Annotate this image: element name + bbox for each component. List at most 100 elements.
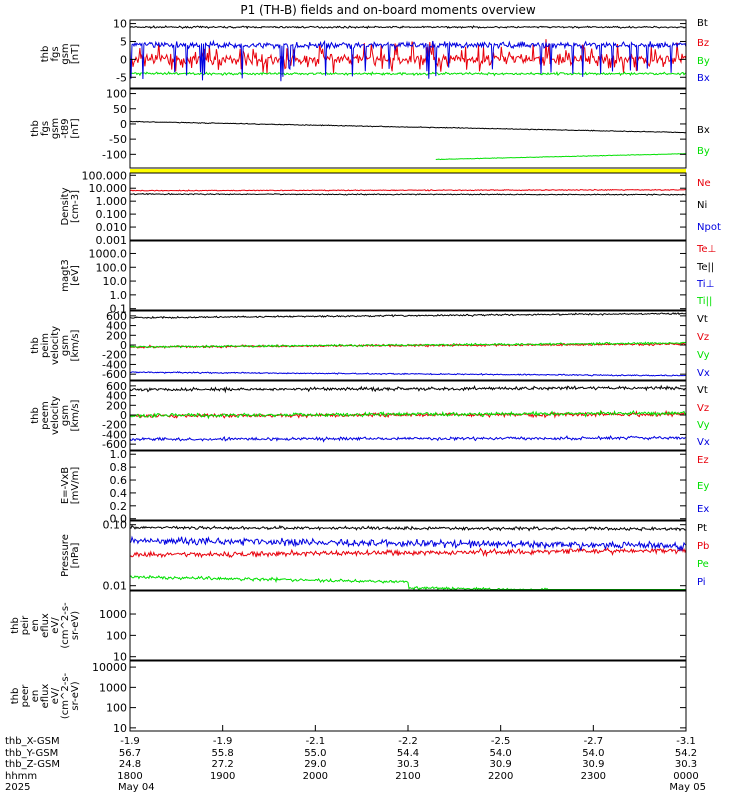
xtick-label: 54.0 [582, 748, 604, 759]
panel-frame [129, 240, 687, 311]
xaxis-row-label: 2025 [5, 782, 30, 793]
ytick-label: 1.0 [110, 448, 128, 461]
xtick-label: 27.2 [212, 759, 234, 770]
ylabel-line: -t89 [60, 118, 71, 138]
legend-Vt: Vt [697, 314, 708, 325]
legend-Pt: Pt [697, 523, 707, 534]
panel-peir: 1000 100 10 thbpeirenefluxeV/(cm^2-s-sr-eV) [10, 590, 687, 664]
ytick-label: 100.0 [96, 261, 128, 274]
legend-Vy: Vy [697, 350, 710, 361]
ylabel-line: velocity [50, 326, 61, 365]
ylabel-line: [nT] [70, 44, 81, 64]
ytick-label: 1000 [99, 608, 127, 621]
legend-Vx: Vx [697, 368, 710, 379]
ylabel-line: peem [40, 401, 51, 429]
ylabel: thbfgsgsm[nT] [40, 43, 81, 64]
ytick-label: 200 [106, 329, 127, 342]
panel-frame [129, 172, 687, 241]
series-line-peem-Vt [129, 384, 687, 394]
ylabel-line: gsm [60, 43, 71, 64]
xtick-label: 24.8 [119, 759, 141, 770]
series-line-pressure-Pb [129, 547, 687, 559]
legend-Vx: Vx [697, 437, 710, 448]
ytick-label: 1000 [99, 681, 127, 694]
panel-frame [129, 88, 687, 169]
legend-By: By [697, 56, 710, 67]
legend-Pi: Pi [697, 577, 706, 588]
panel-fgs_t89: 100 50 0 -50 -100 thbfgsgsm-t89[nT] Bx By [30, 88, 710, 173]
ytick-label: 0.2 [110, 500, 128, 513]
xtick-label: 2200 [488, 771, 513, 782]
ylabel-line: [km/s] [70, 329, 81, 361]
xtick-label: 30.3 [675, 759, 697, 770]
ytick-label: 50 [113, 103, 127, 116]
ytick-label: 0.6 [110, 474, 128, 487]
panel-peer: 10000 1000 100 10 thbpeerenefluxeV/(cm^2-s-s… [10, 660, 687, 735]
xtick-label: May 04 [118, 782, 155, 793]
ytick-label: -600 [102, 438, 127, 451]
xtick-label: -3.1 [676, 736, 696, 747]
panel-pressure: 0.10 0.01 Pressure[nPa] Pt Pb Pe Pi [60, 519, 709, 593]
ylabel-line: thb [30, 120, 41, 137]
ytick-label: 10000 [92, 661, 127, 674]
ytick-label: 0.010 [96, 221, 128, 234]
series-line-density-Ni [129, 192, 687, 196]
ytick-label: 100 [106, 88, 127, 101]
ytick-label: 200 [106, 399, 127, 412]
series-line-fgs-Bt [129, 25, 686, 30]
ytick-label: 600 [106, 310, 127, 323]
xtick-label: 55.0 [304, 748, 326, 759]
xtick-label: 54.2 [675, 748, 697, 759]
ylabel: Pressure[nPa] [60, 534, 81, 577]
legend-Ni: Ni [697, 200, 707, 211]
ylabel-line: thb [30, 407, 41, 424]
ytick-label: 10 [113, 651, 127, 664]
ytick-label: 100 [106, 629, 127, 642]
data-quality-bar [130, 169, 686, 173]
xtick-label: 54.4 [397, 748, 419, 759]
ytick-label: 1.0 [110, 289, 128, 302]
ytick-label: 10.000 [89, 182, 128, 195]
ytick-label: -50 [109, 133, 127, 146]
ylabel-line: sr-eV) [70, 681, 81, 710]
ytick-label: 10.0 [103, 275, 128, 288]
legend-Vz: Vz [697, 332, 709, 343]
legend-Bt: Bt [697, 18, 708, 29]
ylabel: thbpeerenefluxeV/(cm^2-s-sr-eV) [10, 672, 81, 719]
xtick-label: 1900 [210, 771, 235, 782]
ytick-label: -400 [102, 358, 127, 371]
legend-Bx: Bx [697, 73, 710, 84]
legend-Ex: Ex [697, 504, 709, 515]
legend-Te⊥: Te⊥ [696, 244, 716, 255]
xtick-label: 2100 [395, 771, 420, 782]
ylabel: thbfgsgsm-t89[nT] [30, 118, 81, 139]
ylabel-line: en [30, 619, 41, 632]
panel-frame [129, 520, 687, 591]
xtick-label: -2.1 [306, 736, 326, 747]
panel-fgs: 10 5 0 -5 thbfgsgsm[nT] Bt Bz By Bx [40, 18, 710, 89]
series-line-pressure-Pi [129, 535, 687, 552]
legend-Ey: Ey [697, 481, 709, 492]
ylabel-line: eflux [40, 684, 51, 709]
ylabel-line: eV/ [50, 617, 61, 634]
ylabel-line: gsm [60, 335, 71, 356]
ytick-label: 0.8 [110, 461, 128, 474]
legend-Ez: Ez [697, 455, 709, 466]
ylabel-line: peim [40, 333, 51, 358]
ytick-label: 0 [120, 339, 127, 352]
series-line-peim-Vy [129, 341, 687, 349]
panel-frame [129, 590, 687, 661]
ylabel-line: (cm^2-s- [60, 602, 71, 649]
panel-efield: 1.00.80.60.40.20.0 E=-VxB[mV/m] Ez Ey Ex [60, 448, 709, 525]
ytick-label: 100.000 [82, 169, 128, 182]
ylabel-line: peer [20, 684, 31, 708]
ytick-label: 0.01 [103, 580, 128, 593]
legend-Te||: Te|| [696, 262, 714, 273]
panel-frame [129, 450, 687, 521]
xtick-label: 55.8 [212, 748, 234, 759]
ylabel-line: [eV] [70, 265, 81, 286]
xtick-label: 30.9 [490, 759, 512, 770]
series-line-fgs-Bx [129, 39, 687, 82]
